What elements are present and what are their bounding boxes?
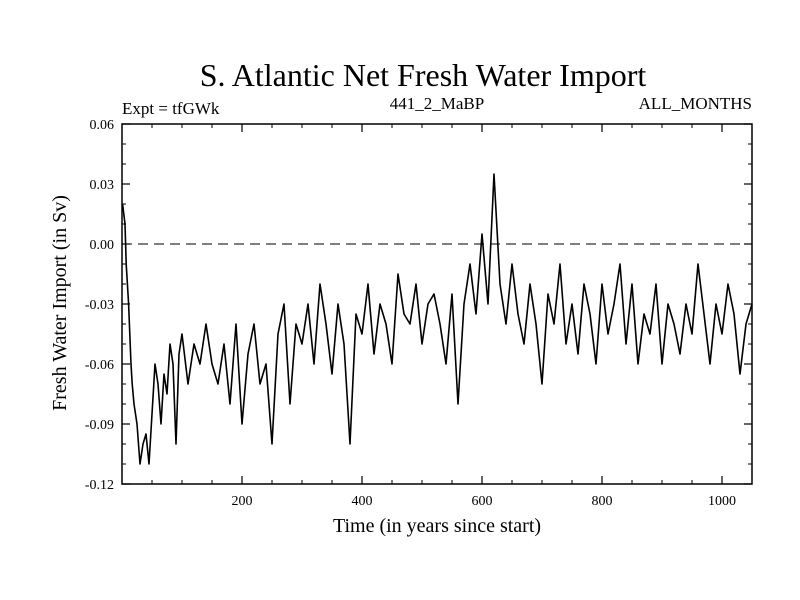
x-tick-label: 600	[472, 494, 493, 509]
months-label: ALL_MONTHS	[639, 94, 752, 113]
y-axis-label: Fresh Water Import (in Sv)	[49, 195, 71, 411]
chart-title: S. Atlantic Net Fresh Water Import	[200, 57, 647, 93]
experiment-label: Expt = tfGWk	[122, 99, 220, 118]
x-tick-label: 800	[592, 494, 613, 509]
run-id-label: 441_2_MaBP	[390, 94, 484, 113]
y-tick-label: -0.12	[85, 478, 114, 493]
plot-area: 200 400 600 800 1000 0.06 0.03 0.00 -0.03 -0.06 -0…	[85, 118, 753, 509]
y-tick-label: 0.06	[90, 118, 115, 133]
series-line	[121, 173, 753, 465]
y-tick-label: 0.00	[90, 238, 115, 253]
y-tick-label: -0.09	[85, 418, 114, 433]
x-tick-label: 200	[232, 494, 253, 509]
x-tick-label: 400	[352, 494, 373, 509]
x-tick-label: 1000	[708, 494, 736, 509]
x-axis-label: Time (in years since start)	[333, 515, 541, 537]
y-tick-label: -0.03	[85, 298, 114, 313]
y-tick-label: 0.03	[90, 178, 115, 193]
y-tick-label: -0.06	[85, 358, 114, 373]
